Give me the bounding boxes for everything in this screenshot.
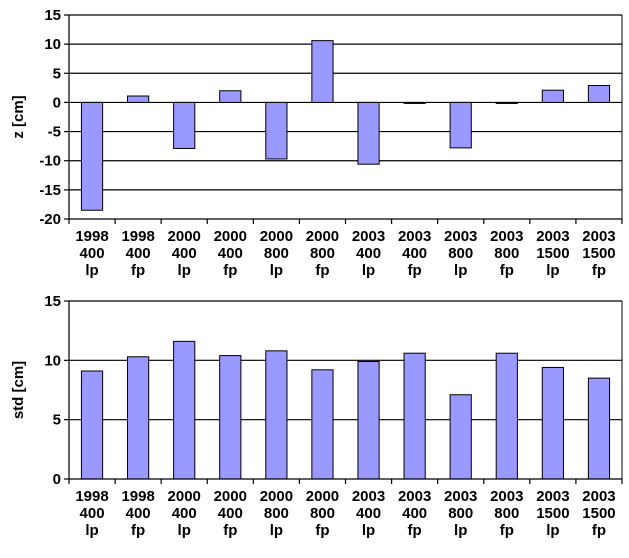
bar — [403, 101, 426, 104]
x-tick-label: 1998 400 lp — [75, 228, 108, 279]
x-tick-label: 2003 400 lp — [352, 228, 385, 279]
x-tick-label: 2000 400 lp — [168, 488, 201, 539]
y-tick-label: 15 — [44, 7, 61, 24]
bar — [495, 101, 518, 104]
bar — [173, 340, 196, 480]
bar — [265, 101, 288, 160]
bar — [357, 361, 380, 480]
y-tick-label: 10 — [44, 352, 61, 369]
bar — [265, 350, 288, 480]
x-tick-label: 1998 400 lp — [75, 488, 108, 539]
x-tick-label: 2003 800 fp — [490, 228, 523, 279]
bar — [219, 90, 242, 103]
bar — [357, 101, 380, 165]
x-tick-label: 2000 400 fp — [214, 228, 247, 279]
bar — [403, 352, 426, 480]
y-axis-label: z [cm] — [10, 95, 27, 138]
y-tick-label: 5 — [53, 65, 61, 82]
x-tick-label: 2003 1500 lp — [536, 228, 569, 279]
z-chart: 15 10 5 0 -5 -10 -15 -20 1998 400 lp 1998 400 fp 2000 4… — [10, 7, 623, 279]
bar — [541, 366, 564, 480]
bar — [80, 370, 104, 480]
bar — [587, 85, 611, 103]
x-tick-label: 2003 400 fp — [398, 488, 431, 539]
x-tick-label: 2003 800 lp — [444, 228, 477, 279]
bar — [127, 356, 150, 480]
y-tick-label: -5 — [48, 124, 61, 141]
x-tick-label: 2003 1500 fp — [582, 228, 615, 279]
y-tick-label: 10 — [44, 36, 61, 53]
x-tick-label: 1998 400 fp — [121, 228, 154, 279]
x-tick-label: 1998 400 fp — [121, 488, 154, 539]
y-tick-label: 5 — [53, 412, 61, 429]
x-tick-label: 2000 800 fp — [306, 488, 339, 539]
y-tick-label: 0 — [53, 471, 61, 488]
bar — [449, 394, 472, 480]
bar — [449, 101, 472, 149]
bar — [219, 355, 242, 480]
x-tick-label: 2003 1500 lp — [536, 488, 569, 539]
bar — [541, 89, 564, 103]
bar — [173, 101, 196, 149]
bar — [495, 352, 518, 480]
x-tick-label: 2003 800 lp — [444, 488, 477, 539]
x-tick-label: 2000 800 lp — [260, 228, 293, 279]
x-tick-label: 2000 800 lp — [260, 488, 293, 539]
x-tick-label: 2003 400 fp — [398, 228, 431, 279]
y-axis-label: std [cm] — [10, 361, 27, 419]
y-tick-label: -20 — [39, 211, 61, 228]
std-chart: 15 10 5 0 1998 400 lp 1998 400 fp 2000 400 lp 2000 400… — [10, 293, 623, 539]
bar — [587, 377, 611, 480]
bar — [80, 101, 104, 211]
y-tick-label: -15 — [39, 182, 61, 199]
x-tick-label: 2003 400 lp — [352, 488, 385, 539]
y-tick-label: -10 — [39, 153, 61, 170]
x-tick-label: 2003 1500 fp — [582, 488, 615, 539]
x-tick-label: 2000 800 fp — [306, 228, 339, 279]
y-tick-label: 0 — [53, 94, 61, 111]
x-tick-label: 2003 800 fp — [490, 488, 523, 539]
bar — [311, 369, 334, 480]
y-tick-label: 15 — [44, 293, 61, 310]
x-tick-label: 2000 400 lp — [168, 228, 201, 279]
x-tick-label: 2000 400 fp — [214, 488, 247, 539]
bar — [127, 95, 150, 103]
bar — [311, 40, 334, 103]
